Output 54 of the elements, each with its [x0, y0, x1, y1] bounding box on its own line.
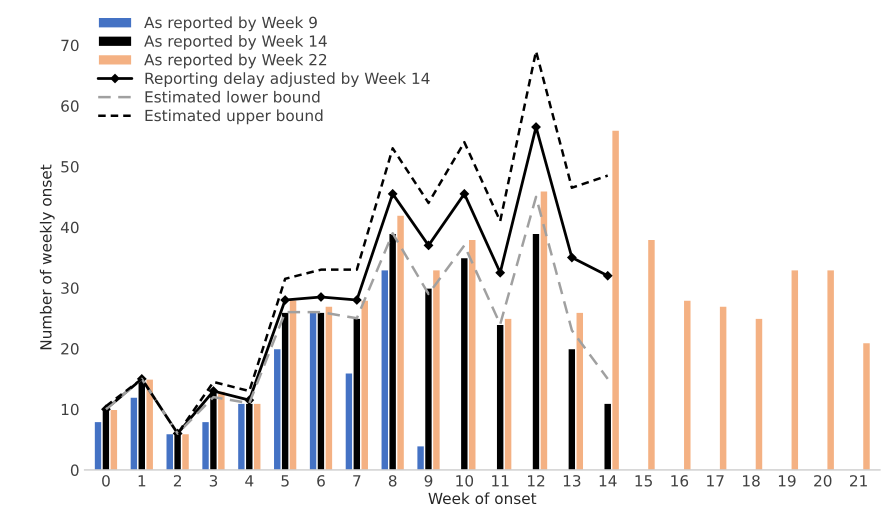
x-tick-label: 7: [353, 475, 360, 486]
x-tick-label: 12: [528, 475, 544, 486]
x-tick-label: 9: [424, 475, 432, 487]
bar: [862, 342, 872, 470]
bar: [790, 268, 800, 470]
x-tick-label: 3: [210, 475, 218, 487]
x-tick-label: 0: [102, 475, 110, 487]
legend-label: As reported by Week 9: [144, 16, 317, 32]
legend-label: Reporting delay adjusted by Week 14: [146, 72, 430, 88]
point: [280, 295, 290, 305]
y-tick-label: 10: [62, 404, 79, 416]
x-tick-label: 15: [636, 475, 652, 487]
point: [316, 292, 326, 302]
legend-label: As reported by Week 22: [144, 54, 326, 68]
x-tick-label: 10: [456, 475, 474, 487]
point: [388, 189, 398, 198]
y-tick-label: 20: [61, 343, 79, 355]
x-tick-label: 20: [814, 475, 832, 487]
bar: [682, 299, 692, 470]
point: [352, 295, 362, 305]
x-tick-label: 14: [600, 475, 617, 486]
point: [460, 189, 469, 198]
x-tick-label: 11: [492, 475, 509, 486]
bar: [754, 318, 764, 470]
y-tick-label: 60: [61, 100, 79, 112]
point: [424, 240, 434, 250]
x-axis-title: Week of onset: [428, 492, 536, 504]
x-tick-label: 8: [388, 475, 396, 487]
point: [603, 271, 612, 280]
x-tick-label: 5: [281, 475, 289, 487]
x-tick-label: 6: [317, 475, 325, 487]
bar: [718, 305, 728, 470]
bar: [826, 268, 836, 470]
x-tick-label: 4: [245, 475, 254, 486]
y-tick-label: 50: [61, 160, 79, 173]
point: [567, 252, 577, 262]
legend-label: As reported by Week 14: [144, 35, 327, 50]
y-tick-label: 0: [70, 464, 79, 476]
x-tick-label: 19: [778, 475, 796, 487]
bar: [646, 238, 656, 470]
legend-label: Estimated upper bound: [146, 109, 322, 124]
x-tick-label: 16: [671, 475, 688, 487]
legend-label: Estimated lower bound: [146, 90, 320, 103]
x-tick-label: 13: [564, 475, 580, 487]
x-tick-label: 1: [138, 475, 146, 486]
x-tick-label: 21: [850, 475, 867, 486]
x-tick-label: 2: [174, 475, 181, 486]
y-tick-label: 30: [61, 282, 79, 294]
y-tick-label: 70: [61, 40, 79, 52]
x-tick-label: 17: [707, 475, 724, 486]
point: [496, 268, 505, 278]
x-tick-label: 18: [743, 475, 760, 487]
y-tick-label: 40: [60, 222, 79, 234]
y-axis-title: Number of weekly onset: [40, 164, 55, 350]
